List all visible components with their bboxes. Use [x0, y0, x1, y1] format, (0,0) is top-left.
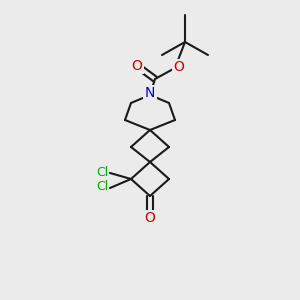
Text: Cl: Cl: [96, 166, 108, 178]
Text: N: N: [145, 86, 155, 100]
Text: Cl: Cl: [96, 181, 108, 194]
Text: O: O: [145, 211, 155, 225]
Text: O: O: [174, 60, 184, 74]
Text: O: O: [132, 59, 142, 73]
